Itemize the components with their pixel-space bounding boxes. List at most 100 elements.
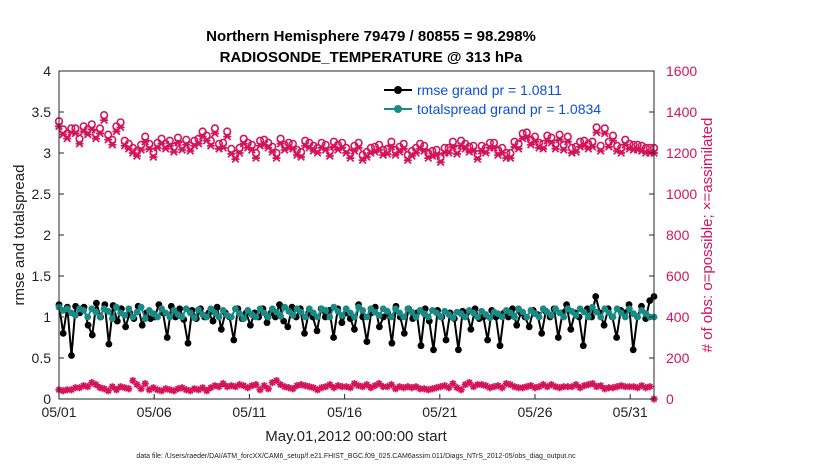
assimilated-obs-point xyxy=(608,136,617,145)
totalspread-point xyxy=(326,313,334,321)
rmse-point xyxy=(467,325,475,333)
possible-obs-point xyxy=(641,143,650,152)
assimilated-obs-point xyxy=(219,143,228,152)
y-tick-label: 2 xyxy=(43,227,51,243)
rejected-obs-point xyxy=(564,383,572,391)
rejected-obs-point xyxy=(465,379,473,387)
series-1 xyxy=(55,303,658,322)
legend-rmse-marker xyxy=(394,86,402,94)
possible-obs-point xyxy=(428,146,437,156)
possible-obs-point xyxy=(375,140,384,149)
possible-obs-point xyxy=(420,141,429,150)
rejected-obs-point xyxy=(80,382,88,390)
rejected-obs-point xyxy=(543,383,551,391)
rejected-obs-point xyxy=(137,385,145,393)
possible-obs-point xyxy=(116,118,125,127)
y-right-tick-label: 1200 xyxy=(666,145,697,161)
rejected-obs-point xyxy=(309,384,318,392)
y-right-tick-label: 1600 xyxy=(666,63,697,79)
possible-obs-point xyxy=(239,134,248,143)
rmse-point xyxy=(484,336,491,344)
totalspread-point xyxy=(277,312,284,320)
rmse-point xyxy=(455,346,462,354)
rmse-point xyxy=(629,346,637,354)
rejected-obs-point xyxy=(190,385,199,393)
rejected-obs-point xyxy=(469,383,478,391)
totalspread-point xyxy=(461,313,469,321)
totalspread-point xyxy=(92,308,100,316)
totalspread-point xyxy=(289,312,297,319)
plot-area xyxy=(59,71,654,399)
y-tick-label: 2.5 xyxy=(32,186,52,202)
assimilated-obs-point xyxy=(604,142,613,151)
totalspread-point xyxy=(186,309,194,317)
totalspread-point xyxy=(154,313,161,321)
y-tick-label: 1.5 xyxy=(32,268,52,284)
rejected-obs-point xyxy=(584,381,592,389)
totalspread-point xyxy=(408,308,416,316)
rejected-obs-point xyxy=(638,382,646,390)
rejected-obs-point xyxy=(576,384,584,392)
possible-obs-point xyxy=(366,143,376,152)
chart-subtitle: RADIOSONDE_TEMPERATURE @ 313 hPa xyxy=(220,49,523,66)
rejected-obs-point xyxy=(108,383,116,391)
rejected-obs-point xyxy=(613,383,621,391)
rejected-obs-point xyxy=(149,384,157,392)
series-2 xyxy=(54,110,659,162)
rejected-obs-point xyxy=(416,385,424,393)
assimilated-obs-point xyxy=(268,148,277,156)
rejected-obs-point xyxy=(478,381,486,389)
possible-obs-point xyxy=(157,134,166,143)
rejected-obs-point xyxy=(223,383,231,391)
totalspread-point xyxy=(252,313,260,321)
possible-obs-point xyxy=(621,135,630,144)
rejected-obs-point xyxy=(437,383,445,391)
possible-obs-point xyxy=(387,137,396,146)
rmse-point xyxy=(217,325,225,333)
possible-obs-point xyxy=(547,133,556,142)
totalspread-point xyxy=(412,313,420,321)
rejected-obs-point xyxy=(174,385,182,393)
rejected-obs-point xyxy=(354,382,363,390)
assimilated-obs-point xyxy=(555,135,564,144)
possible-obs-point xyxy=(522,128,531,137)
x-tick-label: 05/26 xyxy=(517,404,552,420)
assimilated-obs-point xyxy=(223,132,232,141)
rejected-obs-point xyxy=(486,384,494,392)
possible-obs-point xyxy=(432,145,441,154)
possible-obs-point xyxy=(256,136,265,145)
rejected-obs-point xyxy=(100,385,108,393)
rejected-obs-point xyxy=(240,382,248,390)
assimilated-obs-point xyxy=(272,154,281,163)
totalspread-point xyxy=(523,313,531,321)
possible-obs-point xyxy=(592,123,601,132)
rmse-point xyxy=(351,325,358,333)
rejected-obs-point xyxy=(514,384,523,392)
assimilated-obs-point xyxy=(453,150,462,158)
possible-obs-point xyxy=(198,127,207,136)
possible-obs-point xyxy=(539,139,548,148)
assimilated-obs-point xyxy=(559,146,568,154)
rejected-obs-point xyxy=(194,386,203,394)
assimilated-obs-point xyxy=(63,134,72,143)
rmse-point xyxy=(184,339,192,347)
rmse-point xyxy=(646,297,654,304)
rejected-obs-point xyxy=(551,383,560,391)
possible-obs-point xyxy=(424,148,433,158)
possible-obs-point xyxy=(99,110,109,120)
assimilated-obs-point xyxy=(100,116,109,125)
rejected-obs-point xyxy=(256,386,264,394)
y-right-tick-label: 400 xyxy=(666,309,690,325)
rejected-obs-point xyxy=(375,380,383,388)
possible-obs-point xyxy=(247,140,256,149)
possible-obs-point xyxy=(75,134,84,143)
assimilated-obs-point xyxy=(288,144,297,153)
rejected-obs-point xyxy=(330,384,338,392)
assimilated-obs-point xyxy=(596,147,605,155)
rmse-point xyxy=(600,321,608,329)
possible-obs-point xyxy=(182,135,191,144)
rmse-point xyxy=(430,346,437,354)
totalspread-point xyxy=(240,315,248,322)
possible-obs-point xyxy=(58,125,68,134)
assimilated-obs-point xyxy=(346,154,355,163)
